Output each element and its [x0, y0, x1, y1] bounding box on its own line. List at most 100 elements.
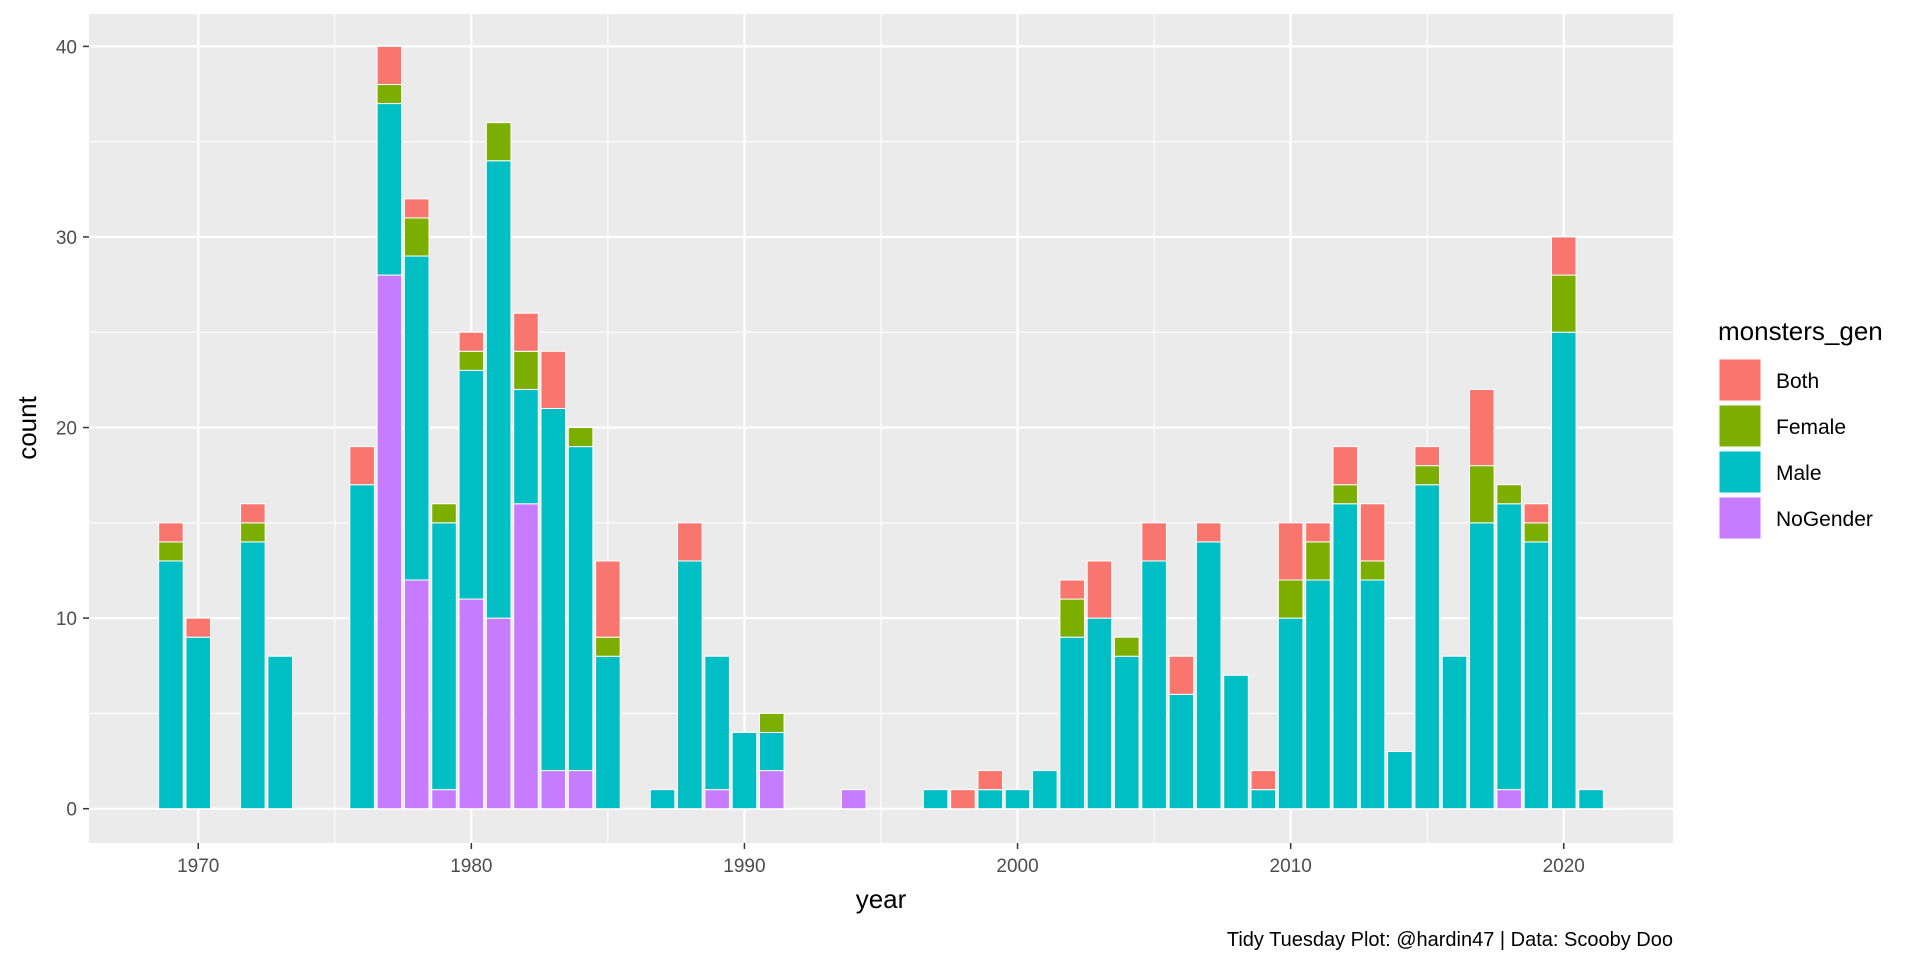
bar-male-1973: [267, 655, 293, 810]
bar-male-2021: [1578, 789, 1604, 810]
bar-both-2020: [1550, 236, 1577, 276]
bar-both-2010: [1277, 522, 1304, 581]
bar-male-2017: [1469, 522, 1495, 810]
bar-female-2002: [1059, 598, 1085, 638]
bar-female-2010: [1277, 579, 1304, 619]
bar-male-1979: [431, 522, 457, 791]
bar-male-1985: [595, 655, 621, 810]
bar-male-1969: [158, 560, 184, 810]
bar-male-2006: [1168, 693, 1195, 810]
bar-male-1987: [649, 789, 676, 810]
bar-male-2008: [1223, 674, 1249, 810]
bar-female-1991: [758, 712, 785, 733]
bar-both-2011: [1305, 522, 1331, 543]
legend-swatch-nogender: [1718, 496, 1762, 540]
bars: [158, 45, 1604, 810]
bar-both-2005: [1141, 522, 1167, 562]
bar-male-1984: [567, 446, 594, 772]
legend-swatch-male: [1718, 450, 1762, 494]
bar-both-1988: [677, 522, 703, 562]
bar-female-2011: [1305, 541, 1331, 581]
bar-both-1972: [240, 503, 266, 524]
bar-male-1981: [485, 160, 512, 619]
bar-both-1985: [595, 560, 621, 638]
bar-nogender-1989: [704, 789, 730, 810]
y-axis-title: count: [12, 395, 42, 459]
bar-both-1978: [403, 198, 430, 219]
bar-male-1990: [731, 731, 758, 810]
legend-label-both: Both: [1776, 370, 1819, 393]
bar-both-2003: [1086, 560, 1113, 619]
bar-female-2013: [1359, 560, 1386, 581]
bar-female-2020: [1550, 274, 1577, 333]
bar-both-1982: [513, 312, 539, 352]
bar-male-2007: [1195, 541, 1222, 810]
bar-male-1978: [403, 255, 430, 581]
bar-nogender-1991: [758, 770, 785, 810]
bar-male-1976: [349, 484, 375, 810]
bar-male-2004: [1114, 655, 1140, 810]
bar-male-2003: [1086, 617, 1113, 810]
bar-both-2007: [1195, 522, 1222, 543]
bar-male-1997: [922, 789, 949, 810]
bar-female-1981: [485, 122, 512, 162]
bar-female-2015: [1414, 465, 1440, 486]
bar-male-1977: [376, 103, 403, 276]
bar-female-1982: [513, 350, 539, 390]
legend-swatch-female: [1718, 404, 1762, 448]
bar-female-1972: [240, 522, 266, 543]
bar-both-2017: [1469, 388, 1495, 467]
y-tick-label: 30: [56, 228, 77, 249]
x-tick-label: 1980: [450, 856, 492, 877]
caption: Tidy Tuesday Plot: @hardin47 | Data: Sco…: [1227, 929, 1673, 951]
bar-both-1970: [185, 617, 212, 638]
bar-nogender-1982: [513, 503, 539, 810]
bar-male-1989: [704, 655, 730, 791]
bar-female-2017: [1469, 465, 1495, 524]
bar-male-2020: [1550, 331, 1577, 810]
bar-female-1978: [403, 217, 430, 257]
x-axis: 1970 1980 1990 2000 2010 2020: [177, 843, 1585, 877]
bar-both-2013: [1359, 503, 1386, 562]
bar-male-1991: [758, 731, 785, 772]
y-tick-label: 20: [56, 419, 77, 440]
y-tick-label: 10: [56, 609, 77, 630]
bar-male-2015: [1414, 484, 1440, 810]
bar-male-2011: [1305, 579, 1331, 810]
bar-nogender-1977: [376, 274, 403, 810]
x-tick-label: 1970: [177, 856, 219, 877]
bar-both-2012: [1332, 446, 1359, 486]
bar-nogender-1984: [567, 770, 594, 810]
x-tick-label: 2000: [996, 856, 1038, 877]
bar-nogender-2018: [1496, 789, 1522, 810]
legend-label-male: Male: [1776, 462, 1822, 485]
bar-nogender-1978: [403, 579, 430, 810]
bar-nogender-1994: [840, 789, 867, 810]
y-tick-label: 40: [56, 37, 77, 58]
bar-female-2018: [1496, 484, 1522, 505]
legend: monsters_gen Both Female Male NoGender: [1718, 316, 1883, 540]
bar-male-1988: [677, 560, 703, 810]
legend-title: monsters_gen: [1718, 316, 1883, 346]
bar-female-1977: [376, 84, 403, 105]
bar-nogender-1983: [540, 770, 567, 810]
legend-label-nogender: NoGender: [1776, 508, 1873, 531]
bar-male-2019: [1523, 541, 1550, 810]
bar-both-2002: [1059, 579, 1085, 600]
bar-male-2010: [1277, 617, 1304, 810]
bar-male-1972: [240, 541, 266, 810]
bar-male-1982: [513, 388, 539, 505]
bar-both-1969: [158, 522, 184, 543]
bar-both-1999: [977, 770, 1004, 791]
bar-both-2019: [1523, 503, 1550, 524]
bar-male-2002: [1059, 636, 1085, 810]
y-axis: 0 10 20 30 40: [56, 37, 89, 821]
bar-female-1984: [567, 427, 594, 448]
bar-male-2000: [1004, 789, 1031, 810]
bar-both-2009: [1250, 770, 1277, 791]
bar-female-1979: [431, 503, 457, 524]
bar-both-1983: [540, 350, 567, 409]
legend-swatch-both: [1718, 358, 1762, 402]
bar-male-2001: [1032, 770, 1058, 810]
bar-nogender-1980: [458, 598, 485, 810]
